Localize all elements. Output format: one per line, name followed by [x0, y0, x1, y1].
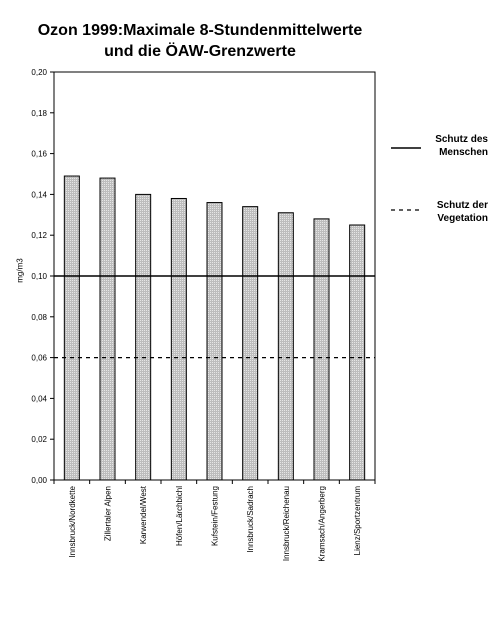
bar-5 [206, 202, 223, 481]
y-tick-label: 0,08 [31, 313, 47, 322]
x-tick-label: Innsbruck/Reichenau [282, 486, 291, 561]
x-tick-label: Innsbruck/Nordkette [68, 485, 77, 557]
y-tick-label: 0,18 [31, 109, 47, 118]
bar-7 [277, 212, 294, 481]
legend-label-menschen-line1: Schutz des [435, 134, 488, 145]
bar-2 [99, 177, 116, 481]
legend-label-menschen-line2: Menschen [439, 147, 488, 158]
chart-title-line1: Ozon 1999:Maximale 8-Stundenmittelwerte [37, 22, 363, 39]
legend-label-vegetation-line2: Vegetation [437, 213, 488, 224]
y-tick-label: 0,02 [31, 435, 47, 444]
y-tick-label: 0,12 [31, 231, 47, 240]
y-tick-label: 0,00 [31, 476, 47, 485]
bar-9 [349, 224, 366, 481]
bar-4 [170, 197, 187, 481]
reference-lines-layer [54, 275, 375, 359]
bars-layer [63, 175, 366, 481]
x-tick-label: Zillertaler Alpen [104, 486, 113, 541]
bar-8 [313, 218, 330, 481]
x-tick-label: Innsbruck/Sadrach [246, 486, 255, 553]
y-tick-label: 0,06 [31, 354, 47, 363]
bar-6 [242, 206, 259, 481]
chart-title-line2: und die ÖAW-Grenzwerte [104, 43, 296, 60]
x-tick-label: Karwendel/West [139, 485, 148, 544]
axes-layer: 0,00 0,02 0,04 0,06 0,08 0,10 0,12 0,14 0,16 0,18… [31, 68, 376, 562]
x-tick-label: Lienz/Sportzentrum [353, 486, 362, 556]
y-tick-label: 0,16 [31, 150, 47, 159]
y-tick-label: 0,14 [31, 190, 47, 199]
y-tick-label: 0,04 [31, 394, 47, 403]
x-tick-label: Kufstein/Festung [211, 486, 220, 546]
legend-label-vegetation-line1: Schutz der [436, 200, 488, 211]
legend-label-menschen: Schutz des Menschen [390, 133, 488, 159]
bar-3 [135, 193, 152, 481]
y-tick-label: 0,10 [31, 272, 47, 281]
x-tick-label: Höfen/Lärchbichl [175, 486, 184, 546]
x-tick-label: Kramsach/Angerberg [318, 486, 327, 562]
legend-label-vegetation: Schutz der Vegetation [390, 199, 488, 225]
legend-layer [391, 147, 421, 211]
y-tick-label: 0,20 [31, 68, 47, 77]
bar-1 [63, 175, 80, 481]
